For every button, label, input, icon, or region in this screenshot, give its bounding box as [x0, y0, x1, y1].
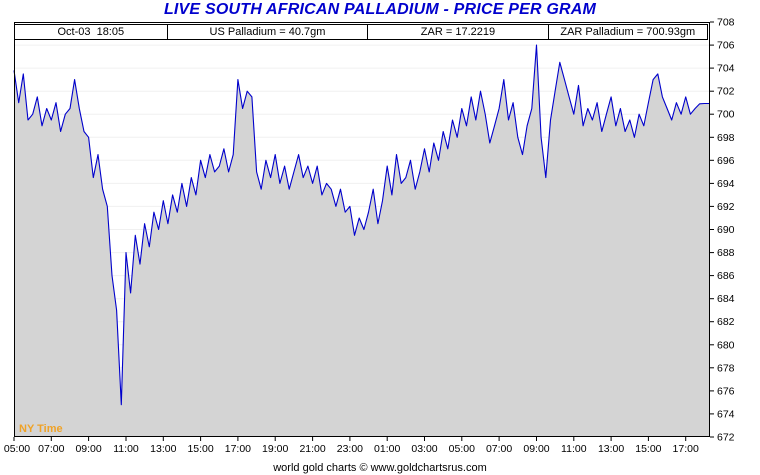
y-tick-label: 678: [717, 362, 735, 374]
chart-title: LIVE SOUTH AFRICAN PALLADIUM - PRICE PER…: [163, 1, 597, 18]
zar-palladium-value: ZAR Palladium = 700.93gm: [547, 25, 707, 39]
y-tick-label: 672: [717, 432, 735, 444]
footer-credit: world gold charts © www.goldchartsrus.co…: [273, 462, 487, 474]
x-tick-label: 07:00: [486, 443, 512, 455]
x-tick-label: 11:00: [561, 443, 587, 455]
x-tick-label: 23:00: [337, 443, 363, 455]
x-tick-label: 03:00: [411, 443, 437, 455]
x-tick-label: 19:00: [262, 443, 288, 455]
x-tick-label: 07:00: [38, 443, 64, 455]
y-tick-label: 690: [717, 224, 735, 236]
y-tick-label: 694: [717, 178, 735, 190]
zar-rate-value: ZAR = 17.2219: [367, 25, 547, 39]
info-bar: Oct-03 18:05 US Palladium = 40.7gm ZAR =…: [14, 24, 708, 40]
x-tick-label: 13:00: [150, 443, 176, 455]
y-tick-label: 706: [717, 40, 735, 52]
y-tick-label: 676: [717, 385, 735, 397]
x-tick-label: 21:00: [299, 443, 325, 455]
y-tick-label: 686: [717, 270, 735, 282]
y-tick-label: 698: [717, 132, 735, 144]
y-tick-label: 696: [717, 155, 735, 167]
y-tick-label: 684: [717, 293, 735, 305]
x-tick-label: 05:00: [4, 443, 30, 455]
ny-time-label: NY Time: [19, 423, 63, 435]
x-tick-label: 09:00: [75, 443, 101, 455]
x-tick-label: 05:00: [449, 443, 475, 455]
y-tick-label: 704: [717, 63, 735, 75]
x-tick-label: 11:00: [113, 443, 139, 455]
y-tick-label: 692: [717, 201, 735, 213]
x-tick-label: 15:00: [187, 443, 213, 455]
y-tick-label: 680: [717, 339, 735, 351]
x-tick-label: 13:00: [598, 443, 624, 455]
x-tick-label: 15:00: [635, 443, 661, 455]
y-tick-label: 700: [717, 109, 735, 121]
timestamp-label: Oct-03 18:05: [57, 26, 125, 38]
y-tick-label: 682: [717, 316, 735, 328]
plot-border: [14, 22, 710, 437]
x-tick-label: 17:00: [673, 443, 699, 455]
y-tick-label: 674: [717, 408, 735, 420]
price-area: [14, 45, 710, 437]
y-tick-label: 702: [717, 86, 735, 98]
price-line: [13, 44, 710, 406]
x-tick-label: 17:00: [225, 443, 251, 455]
y-tick-label: 688: [717, 247, 735, 259]
us-palladium-value: US Palladium = 40.7gm: [166, 25, 368, 39]
y-tick-label: 708: [717, 17, 735, 29]
x-tick-label: 01:00: [374, 443, 400, 455]
x-tick-label: 09:00: [523, 443, 549, 455]
